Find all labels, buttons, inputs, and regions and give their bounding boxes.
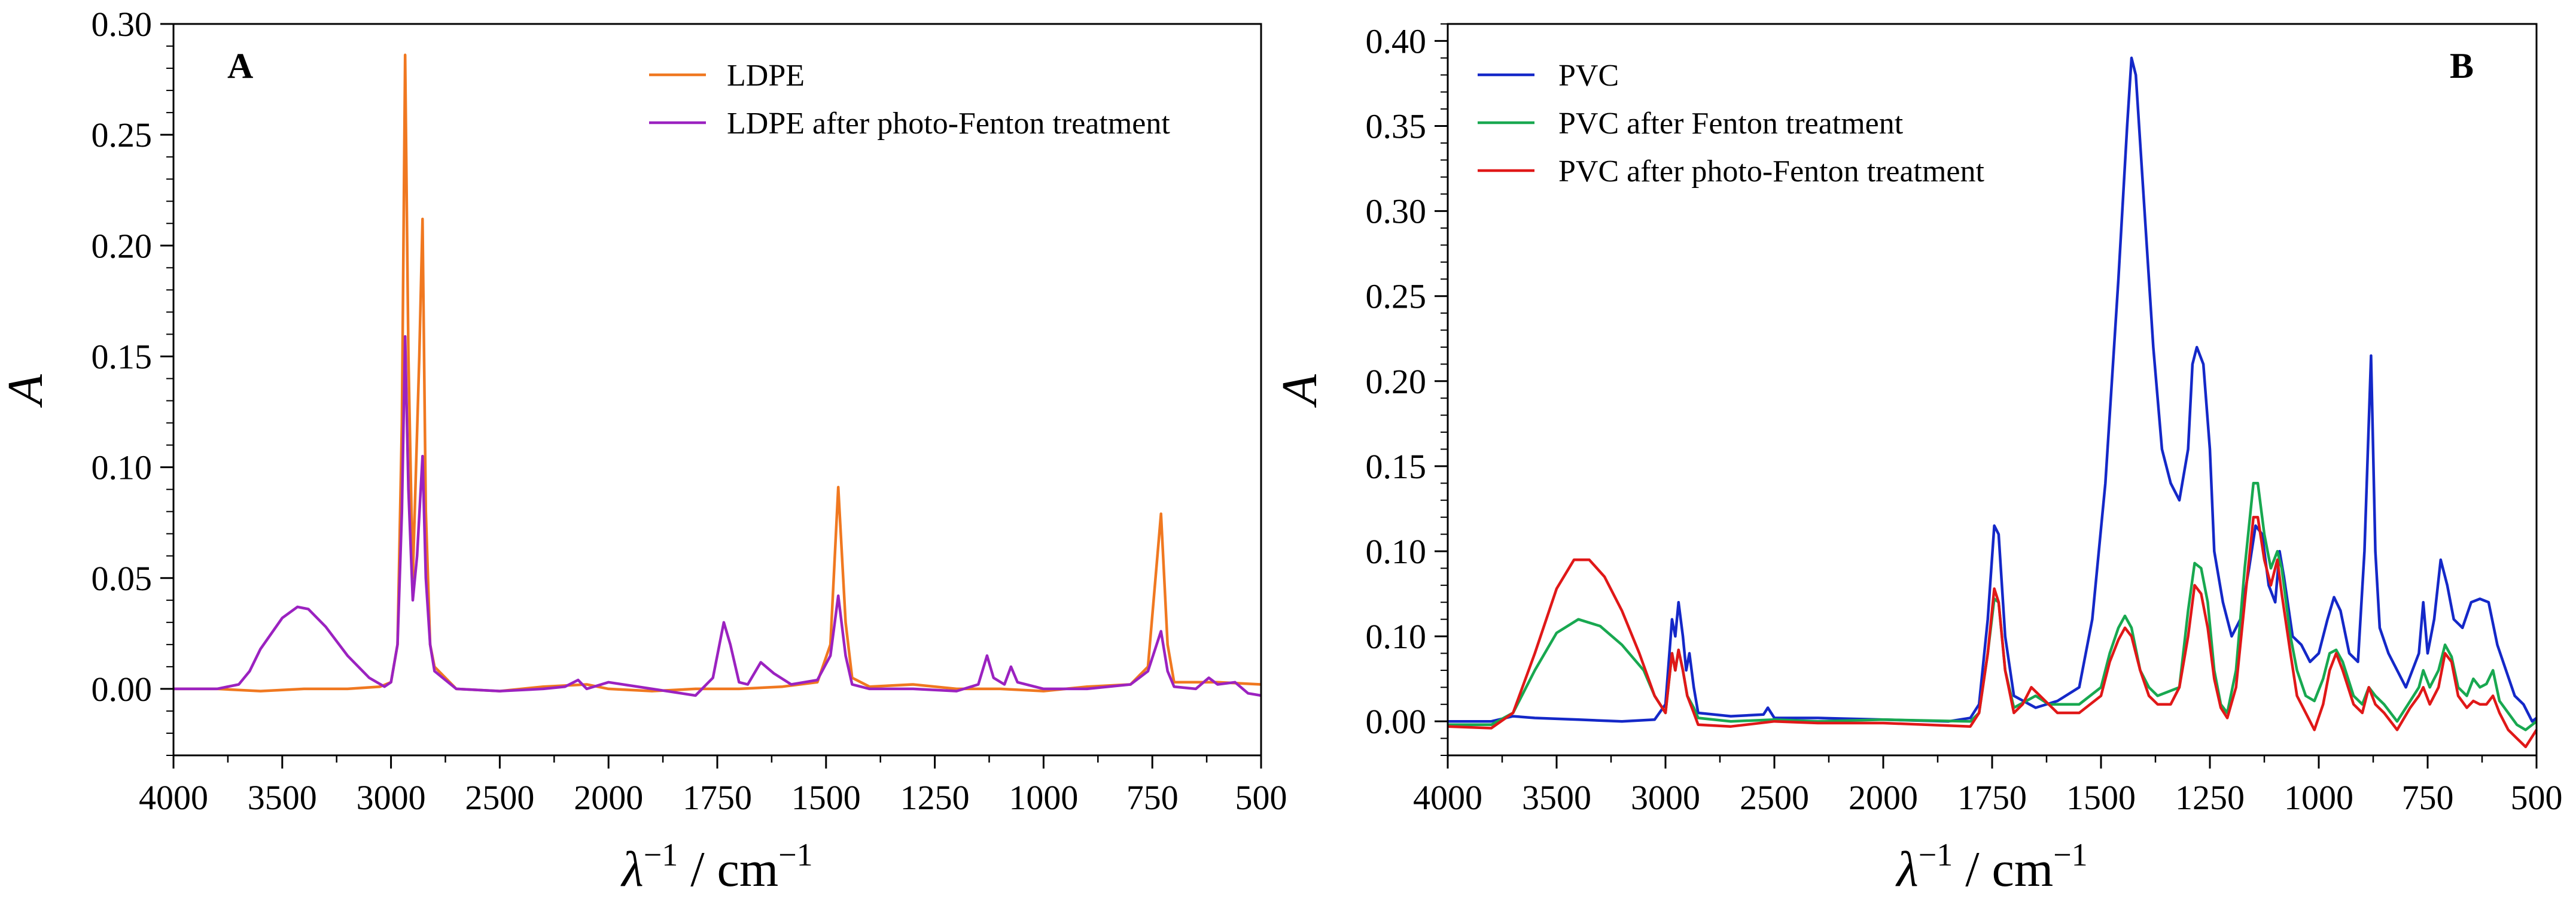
x-tick-label: 3500 xyxy=(1522,778,1591,817)
series-line-2 xyxy=(1447,515,2538,749)
x-tick-label: 3000 xyxy=(1631,778,1700,817)
series-line-0 xyxy=(1448,56,2538,723)
panel-a-ticks xyxy=(160,23,1262,769)
x-tick-label: 2500 xyxy=(465,778,534,817)
panel-b-label: B xyxy=(2450,46,2474,86)
x-tick-label: 4000 xyxy=(139,778,208,817)
x-tick-label: 1750 xyxy=(683,778,752,817)
panel-a-x-axis-title: λ−1 / cm−1 xyxy=(620,837,812,897)
x-tick-label: 500 xyxy=(2511,778,2563,817)
x-tick-label: 4000 xyxy=(1413,778,1482,817)
panel-b-ticks xyxy=(1435,23,2538,769)
x-tick-label: 750 xyxy=(1126,778,1179,817)
panel-a-y-axis-title: A xyxy=(0,374,53,408)
y-tick-label: 0.35 xyxy=(1366,107,1427,146)
legend-label-pvc: PVC xyxy=(1558,59,1619,93)
y-tick-label: 0.10 xyxy=(1366,617,1427,656)
y-tick-label: 0.15 xyxy=(1366,447,1427,486)
y-tick-label: 0.25 xyxy=(1366,277,1427,316)
x-tick-label: 1250 xyxy=(900,778,970,817)
panel-b-y-tick-labels: 0.00 0.10 0.10 0.15 0.20 0.25 0.30 0.35 0.40 xyxy=(1366,22,1427,741)
x-tick-label: 1250 xyxy=(2175,778,2245,817)
x-axis-unit: / cm xyxy=(678,842,778,897)
x-axis-lambda-exponent: −1 xyxy=(644,837,678,873)
y-tick-label: 0.30 xyxy=(1366,192,1427,231)
panel-a-label: A xyxy=(227,46,253,86)
x-tick-label: 1000 xyxy=(1009,778,1078,817)
panel-a-x-tick-labels: 4000 3500 3000 2500 2000 1750 1500 1250 1000 750 5… xyxy=(139,778,1287,817)
x-axis-lambda: λ xyxy=(1895,842,1918,897)
y-tick-label: 0.15 xyxy=(92,337,153,376)
x-tick-label: 500 xyxy=(1235,778,1287,817)
panel-a-y-tick-labels: 0.00 0.05 0.10 0.15 0.20 0.25 0.30 xyxy=(92,5,153,709)
panel-a-legend: LDPE LDPE after photo-Fenton treatment xyxy=(649,59,1170,141)
x-axis-unit-exponent: −1 xyxy=(778,837,812,873)
y-tick-label: 0.10 xyxy=(1366,532,1427,571)
y-tick-label: 0.30 xyxy=(92,5,153,44)
y-tick-label: 0.10 xyxy=(92,448,153,487)
panel-b-legend: PVC PVC after Fenton treatment PVC after… xyxy=(1478,59,1985,189)
y-tick-label: 0.00 xyxy=(1366,702,1427,741)
legend-label-pvc-photo-fenton: PVC after photo-Fenton treatment xyxy=(1558,154,1985,189)
y-tick-label: 0.05 xyxy=(92,559,153,598)
x-tick-label: 1000 xyxy=(2284,778,2353,817)
x-axis-lambda: λ xyxy=(620,842,643,897)
x-tick-label: 1750 xyxy=(1957,778,2027,817)
x-tick-label: 1500 xyxy=(791,778,861,817)
y-tick-label: 0.20 xyxy=(1366,362,1427,401)
x-tick-label: 2000 xyxy=(1849,778,1918,817)
x-tick-label: 1500 xyxy=(2066,778,2136,817)
panel-a-plot-frame xyxy=(172,23,1262,757)
x-axis-unit-exponent: −1 xyxy=(2053,837,2087,873)
legend-label-ldpe: LDPE xyxy=(727,59,805,93)
y-tick-label: 0.00 xyxy=(92,670,153,709)
x-axis-unit: / cm xyxy=(1953,842,2053,897)
x-tick-label: 2500 xyxy=(1740,778,1809,817)
panel-b-x-axis-title: λ−1 / cm−1 xyxy=(1895,837,2087,897)
x-tick-label: 3500 xyxy=(248,778,317,817)
panel-a-series xyxy=(173,53,1262,697)
y-tick-label: 0.40 xyxy=(1366,22,1427,60)
panel-b-series xyxy=(1447,56,2538,749)
y-tick-label: 0.20 xyxy=(92,226,153,265)
legend-label-pvc-fenton: PVC after Fenton treatment xyxy=(1558,107,1904,141)
panel-b: 4000 3500 3000 2500 2000 1750 1500 1250 1000 750 5… xyxy=(1272,22,2563,897)
panel-b-y-axis-title: A xyxy=(1272,374,1327,408)
x-tick-label: 2000 xyxy=(574,778,643,817)
series-line-1 xyxy=(173,335,1262,697)
y-tick-label: 0.25 xyxy=(92,116,153,154)
legend-label-ldpe-photo-fenton: LDPE after photo-Fenton treatment xyxy=(727,107,1170,141)
x-tick-label: 750 xyxy=(2402,778,2454,817)
panel-b-plot-frame xyxy=(1447,23,2538,757)
panel-b-x-tick-labels: 4000 3500 3000 2500 2000 1750 1500 1250 1000 750 5… xyxy=(1413,778,2563,817)
x-tick-label: 3000 xyxy=(357,778,426,817)
x-axis-lambda-exponent: −1 xyxy=(1919,837,1953,873)
panel-a: 4000 3500 3000 2500 2000 1750 1500 1250 1000 750 5… xyxy=(0,5,1287,897)
